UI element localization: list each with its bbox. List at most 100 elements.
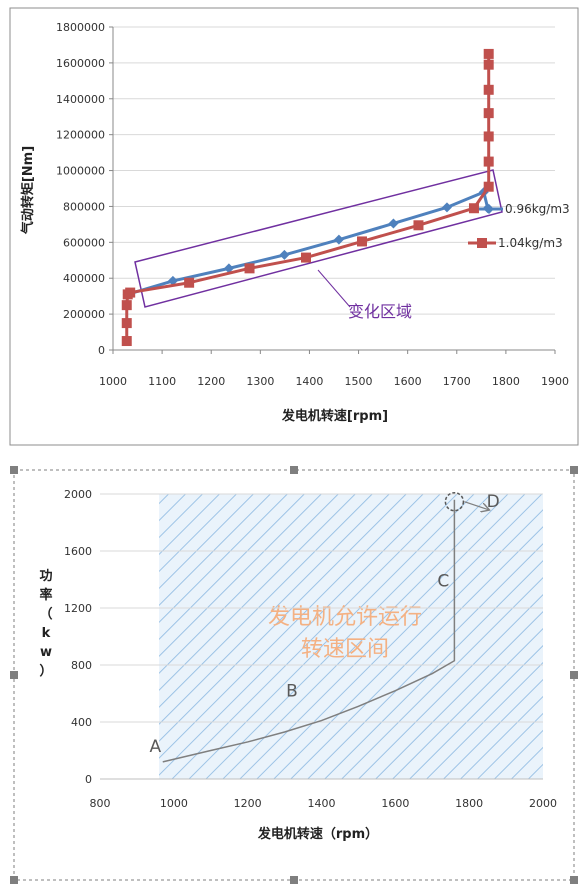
x-tick-label: 1000 <box>160 797 188 810</box>
data-point-square <box>468 203 479 214</box>
chart1-axes <box>109 26 556 354</box>
legend-marker-0 <box>484 204 494 214</box>
y-axis-title-char: k <box>42 626 51 641</box>
handle-bottom-left <box>10 876 18 884</box>
y-tick-label: 1200 <box>64 602 92 615</box>
y-tick-label: 1400000 <box>56 93 105 106</box>
region-label-line: 转速区间 <box>301 637 389 662</box>
data-point-diamond <box>223 263 234 274</box>
data-point-diamond <box>441 202 452 213</box>
x-tick-label: 1200 <box>197 375 225 388</box>
region-label-line: 发电机允许运行 <box>268 605 422 630</box>
chart1-x-tick-labels: 1000 1100 1200 1300 1400 1500 1600 1700 1800 1900 <box>99 375 569 388</box>
y-tick-label: 0 <box>98 344 105 357</box>
chart2-x-tick-labels: 800 1000 1200 1400 1600 1800 2000 <box>90 797 558 810</box>
y-tick-label: 1600 <box>64 545 92 558</box>
data-point-diamond <box>167 275 178 286</box>
data-point-square <box>184 277 195 288</box>
point-label-C: C <box>437 572 449 592</box>
chart1-x-axis-title: 发电机转速[rpm] <box>281 408 388 424</box>
handle-top-right <box>570 466 578 474</box>
data-point-square <box>483 108 494 119</box>
x-tick-label: 1500 <box>345 375 373 388</box>
handle-top-left <box>10 466 18 474</box>
handle-bottom-mid <box>290 876 298 884</box>
allowed-speed-region <box>159 494 544 779</box>
handle-bottom-right <box>570 876 578 884</box>
x-tick-label: 1900 <box>541 375 569 388</box>
legend-label-1: 1.04kg/m3 <box>498 236 563 250</box>
change-region-label: 变化区域 <box>348 302 412 321</box>
data-point-square <box>483 59 494 70</box>
chart2-x-axis-title: 发电机转速（rpm） <box>257 826 378 842</box>
data-point-square <box>356 236 367 247</box>
data-point-diamond <box>388 218 399 229</box>
chart2-selection-handles <box>10 466 578 884</box>
y-tick-label: 600000 <box>63 236 105 249</box>
x-tick-label: 1400 <box>295 375 323 388</box>
y-tick-label: 400 <box>71 716 92 729</box>
x-tick-label: 1100 <box>148 375 176 388</box>
y-axis-title-char: ） <box>39 663 52 679</box>
chart1-frame <box>9 7 579 446</box>
y-tick-label: 200000 <box>63 308 105 321</box>
x-tick-label: 1800 <box>455 797 483 810</box>
chart2-y-tick-labels: 0 400 800 1200 1600 2000 <box>64 488 92 786</box>
y-tick-label: 0 <box>85 773 92 786</box>
transition-arrow <box>464 501 488 510</box>
y-tick-label: 1200000 <box>56 129 105 142</box>
x-tick-label: 1600 <box>381 797 409 810</box>
x-tick-label: 1000 <box>99 375 127 388</box>
data-point-square <box>483 131 494 142</box>
data-point-square <box>483 181 494 192</box>
x-tick-label: 1400 <box>308 797 336 810</box>
data-point-square <box>121 336 132 347</box>
data-point-square <box>483 48 494 59</box>
data-point-square <box>301 252 312 263</box>
chart1-y-axis-title: 气动转矩[Nm] <box>20 146 36 234</box>
legend-label-0: 0.96kg/m3 <box>505 202 570 216</box>
y-tick-label: 800000 <box>63 200 105 213</box>
x-tick-label: 2000 <box>529 797 557 810</box>
y-tick-label: 1000000 <box>56 165 105 178</box>
transition-circle <box>444 491 465 512</box>
data-point-diamond <box>333 234 344 245</box>
chart1: 0 200000 400000 600000 800000 1000000 1200000 1… <box>20 21 570 424</box>
point-label-A: A <box>150 737 162 757</box>
point-label-B: B <box>286 681 298 701</box>
y-tick-label: 1600000 <box>56 57 105 70</box>
x-tick-label: 1200 <box>234 797 262 810</box>
operating-curve <box>162 499 456 763</box>
point-label-D: D <box>487 492 500 512</box>
y-axis-title-char: 功 <box>39 569 52 584</box>
data-point-square <box>244 263 255 274</box>
y-axis-title-char: w <box>40 645 52 660</box>
data-point-square <box>413 220 424 231</box>
chart1-series: 0.96kg/m3 1.04kg/m3 <box>121 48 570 347</box>
y-axis-title-char: （ <box>39 606 52 622</box>
chart1-y-tick-labels: 0 200000 400000 600000 800000 1000000 1200000 1… <box>56 21 105 357</box>
handle-mid-left <box>10 671 18 679</box>
chart2-gridlines <box>100 493 543 723</box>
x-tick-label: 1300 <box>246 375 274 388</box>
y-tick-label: 400000 <box>63 272 105 285</box>
y-tick-label: 1800000 <box>56 21 105 34</box>
chart2-point-labels: A B C D <box>150 492 500 757</box>
x-tick-label: 1600 <box>394 375 422 388</box>
chart2-series <box>162 491 489 763</box>
handle-mid-right <box>570 671 578 679</box>
x-tick-label: 800 <box>90 797 111 810</box>
data-point-square <box>121 300 132 311</box>
chart2-y-axis-title: 功率 （ kw ） <box>39 569 52 679</box>
data-point-square <box>121 318 132 329</box>
y-tick-label: 2000 <box>64 488 92 501</box>
x-tick-label: 1800 <box>492 375 520 388</box>
handle-top-mid <box>290 466 298 474</box>
data-point-square <box>483 156 494 167</box>
y-axis-title-char: 率 <box>39 587 52 603</box>
data-point-diamond <box>279 249 290 260</box>
legend-marker-1 <box>477 238 487 248</box>
change-region-leader <box>317 269 351 308</box>
